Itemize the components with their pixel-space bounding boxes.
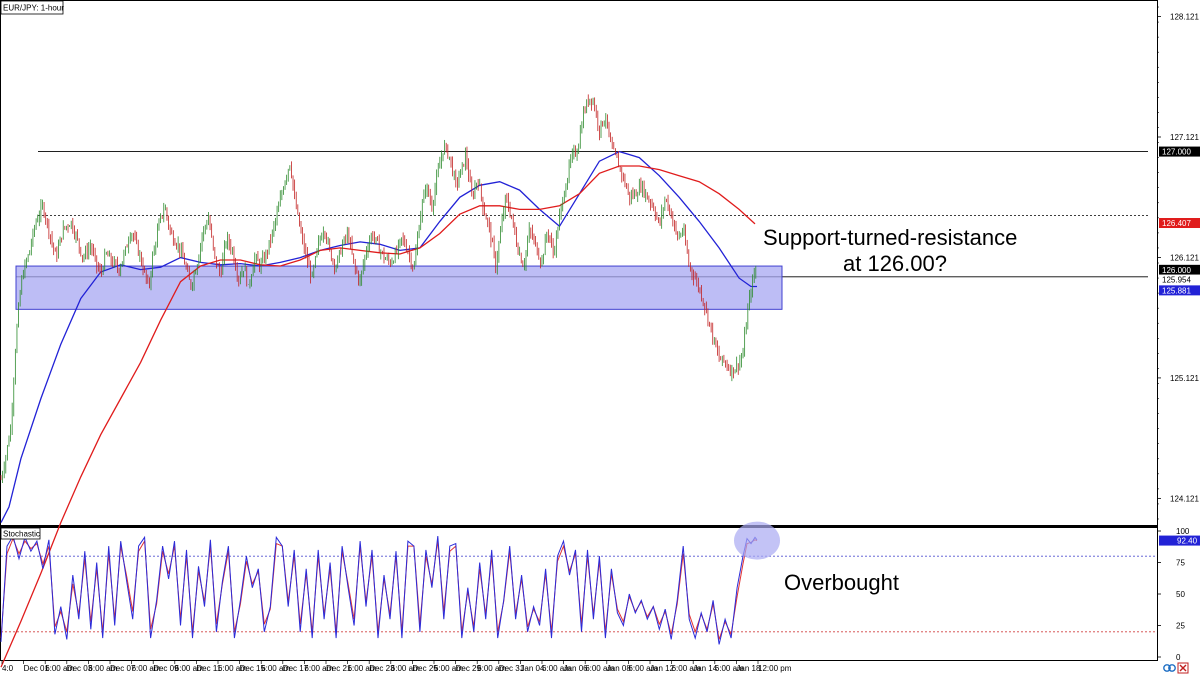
- time-tick-label: 6:00 am: [88, 664, 117, 673]
- time-tick-label: Jan 06: [564, 664, 589, 673]
- chart-title-box: [0, 0, 64, 15]
- support-resistance-zone: [15, 265, 783, 310]
- time-tick-label: Dec 11: [196, 664, 221, 673]
- time-tick-label: Dec 15: [240, 664, 266, 673]
- price-panel-frame: [0, 0, 1158, 526]
- link-icon[interactable]: [1163, 664, 1176, 672]
- time-tick-label: 6:00 am: [585, 664, 614, 673]
- price-tag-126-box: [1159, 264, 1200, 275]
- time-tick-label: 6:00 am: [628, 664, 657, 673]
- time-tick-label: Dec 07: [110, 664, 136, 673]
- time-tick-label: Dec 23: [369, 664, 395, 673]
- price-tick-label: 126.121: [1170, 253, 1199, 262]
- price-tag-sma-fast: 125.881: [1162, 286, 1191, 295]
- time-tick-label: Dec 01: [24, 664, 50, 673]
- stoch-tick-label: 25: [1176, 622, 1185, 631]
- overbought-marker: [734, 521, 781, 560]
- annotation-overbought: Overbought: [784, 570, 899, 595]
- close-icon[interactable]: [1177, 662, 1189, 674]
- time-tick-label: 6:00 am: [261, 664, 290, 673]
- stoch-tick-label: 75: [1176, 559, 1185, 568]
- chart-title: EUR/JPY: 1-hour: [3, 4, 64, 13]
- time-tick-label: 6:00 am: [304, 664, 333, 673]
- sma-slow-line: [0, 165, 756, 668]
- time-tick-label: 6:00 am: [672, 664, 701, 673]
- price-tag-126: 126.000: [1162, 266, 1191, 275]
- time-tick-label: Jan 04: [520, 664, 545, 673]
- time-tick-label: 6:00 am: [175, 664, 204, 673]
- time-tick-label: Jan 08: [607, 664, 632, 673]
- price-tick-label: 128.121: [1170, 13, 1199, 22]
- price-tag-127-box: [1159, 146, 1200, 157]
- price-tag-sma-slow: 126.407: [1162, 219, 1191, 228]
- time-tick-label: 6:00 am: [132, 664, 161, 673]
- price-tick-label: 124.121: [1170, 494, 1199, 503]
- stoch-title: Stochastic: [3, 530, 40, 539]
- time-tick-label: Dec 21: [326, 664, 352, 673]
- time-tick-label: 6:00 am: [45, 664, 74, 673]
- time-tick-label: 6:00 am: [218, 664, 247, 673]
- price-tag-sma-fast-box: [1159, 285, 1200, 296]
- time-tick-label: Dec 03: [67, 664, 93, 673]
- time-tick-label: 6:00 am: [477, 664, 506, 673]
- time-tick-label: 12:00 pm: [758, 664, 792, 673]
- time-tick-label: Jan 12: [650, 664, 675, 673]
- time-tick-label: 6:00 am: [542, 664, 571, 673]
- annotation-at-126: at 126.00?: [843, 251, 947, 276]
- price-tag-sma-slow-box: [1159, 218, 1200, 229]
- time-tick-label: Dec 17: [283, 664, 309, 673]
- time-tick-label: 6:00 am: [391, 664, 420, 673]
- stoch-tick-label: 0: [1176, 653, 1181, 662]
- time-tick-label: Jan 18: [736, 664, 761, 673]
- time-tick-label: 6:00 am: [434, 664, 463, 673]
- time-tick-label: 6:00 am: [348, 664, 377, 673]
- time-tick-label: Dec 29: [456, 664, 482, 673]
- stoch-title-box: [0, 527, 41, 540]
- price-tag-127: 127.000: [1162, 148, 1191, 157]
- time-tick-label: Jan 14: [693, 664, 718, 673]
- price-tag-last: 125.954: [1162, 276, 1191, 285]
- stoch-k-line: [0, 534, 758, 645]
- time-tick-label: 4:0: [2, 664, 14, 673]
- stoch-value-box: [1159, 535, 1200, 546]
- stoch-tick-label: 50: [1176, 590, 1185, 599]
- price-tick-label: 127.121: [1170, 133, 1199, 142]
- stoch-tick-label: 100: [1176, 527, 1190, 536]
- price-tick-label: 125.121: [1170, 374, 1199, 383]
- time-tick-label: Dec 31: [499, 664, 525, 673]
- time-tick-label: Dec 09: [153, 664, 179, 673]
- annotation-support-turned-resistance: Support-turned-resistance: [763, 225, 1017, 250]
- stoch-value-label: 92.40: [1177, 537, 1198, 546]
- price-tag-last-box: [1159, 274, 1200, 285]
- time-tick-label: 6:00 am: [715, 664, 744, 673]
- time-tick-label: Dec 25: [412, 664, 438, 673]
